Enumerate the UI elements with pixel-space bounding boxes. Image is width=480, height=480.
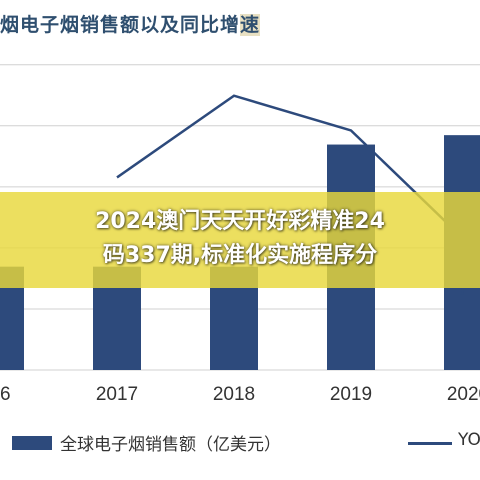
overlay-banner[interactable] xyxy=(0,192,480,288)
overlay-banner-text[interactable]: 2024澳门天天开好彩精准24 码337期,标准化实施程序分 xyxy=(0,205,480,273)
x-tick-label: 2019 xyxy=(330,384,372,405)
legend-line-label: YO xyxy=(458,430,480,450)
chart-title-main: 烟电子烟销售额以及同比增 xyxy=(0,14,241,36)
chart-legend: 全球电子烟销售额（亿美元） YO xyxy=(0,424,480,464)
legend-line-swatch xyxy=(408,442,452,445)
legend-bar-swatch xyxy=(12,436,52,450)
x-axis-labels: 16 2017 2018 2019 2020 xyxy=(0,384,480,405)
banner-line-1: 2024澳门天天开好彩精准24 xyxy=(95,209,385,234)
x-tick-label: 16 xyxy=(0,384,11,405)
chart-title-accent: 速 xyxy=(240,14,261,36)
x-tick-label: 2017 xyxy=(96,384,138,405)
legend-bar-label: 全球电子烟销售额（亿美元） xyxy=(60,435,281,455)
banner-line-2: 码337期,标准化实施程序分 xyxy=(102,243,378,268)
chart-title: 烟电子烟销售额以及同比增速 xyxy=(0,10,261,37)
x-tick-label: 2018 xyxy=(213,384,255,405)
x-tick-label: 2020 xyxy=(447,384,480,405)
